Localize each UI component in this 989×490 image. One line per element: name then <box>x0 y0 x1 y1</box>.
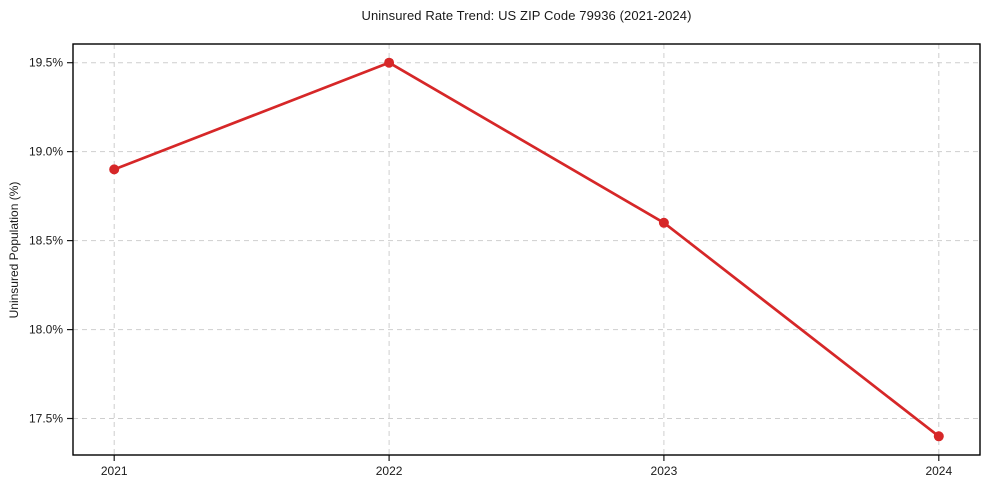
plot-frame <box>72 43 981 456</box>
y-tick-label: 18.0% <box>29 323 63 337</box>
data-point <box>109 164 120 175</box>
data-point <box>658 217 669 228</box>
x-tick-label: 2024 <box>925 464 952 478</box>
y-tick-label: 18.5% <box>29 234 63 248</box>
x-tick-label: 2021 <box>101 464 128 478</box>
y-tick-label: 19.5% <box>29 56 63 70</box>
y-tick-label: 19.0% <box>29 145 63 159</box>
x-tick-label: 2022 <box>376 464 403 478</box>
y-axis-label: Uninsured Population (%) <box>7 181 21 319</box>
data-point <box>384 57 395 68</box>
data-series-line <box>112 61 941 438</box>
x-tick-label: 2023 <box>651 464 678 478</box>
data-point <box>933 431 944 442</box>
y-tick-label: 17.5% <box>29 412 63 426</box>
chart-title: Uninsured Rate Trend: US ZIP Code 79936 … <box>361 8 692 23</box>
